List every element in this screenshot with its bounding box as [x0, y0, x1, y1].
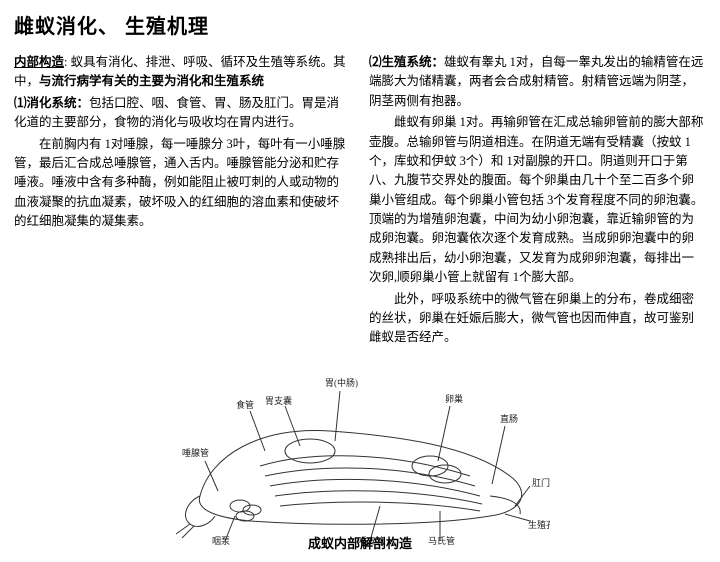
- columns: 内部构造: 蚁具有消化、排泄、呼吸、循环及生殖等系统。其中，与流行病学有关的主要…: [14, 53, 706, 350]
- para-saliva: 在前胸内有 1对唾腺，每一唾腺分 3叶，每叶有一小唾腺管，最后汇合成总唾腺管，通…: [14, 135, 351, 232]
- label-pharynx: 咽泵: [212, 536, 230, 546]
- label-rectum: 直肠: [500, 413, 518, 424]
- label-malpighian: 马氏管: [428, 535, 455, 546]
- diagram-container: 胃(中肠) 胃支囊 卵巢 直肠 肛门 生殖孔 马氏管 唾支管 咽泵 唾腺管 食管…: [14, 356, 706, 552]
- label-ovary: 卵巢: [445, 393, 463, 404]
- digest-heading: ⑴消化系统：: [14, 96, 89, 110]
- label-crop: 胃支囊: [265, 395, 292, 406]
- page-title: 雌蚁消化、 生殖机理: [14, 10, 706, 39]
- right-column: ⑵生殖系统：雄蚁有睾丸 1对，自每一睾丸发出的输精管在远端膨大为储精囊，两者会合…: [369, 53, 706, 350]
- page-root: 雌蚁消化、 生殖机理 内部构造: 蚁具有消化、排泄、呼吸、循环及生殖等系统。其中…: [0, 0, 720, 562]
- para-breath: 此外，呼吸系统中的微气管在卵巢上的分布，卷成细密的丝状，卵巢在妊娠后膨大，微气管…: [369, 290, 706, 348]
- label-stomach: 胃(中肠): [325, 377, 358, 388]
- repro-heading: ⑵生殖系统：: [369, 55, 444, 69]
- intro-head: 内部构造: [14, 55, 64, 69]
- left-column: 内部构造: 蚁具有消化、排泄、呼吸、循环及生殖等系统。其中，与流行病学有关的主要…: [14, 53, 351, 350]
- para-repro-head: ⑵生殖系统：雄蚁有睾丸 1对，自每一睾丸发出的输精管在远端膨大为储精囊，两者会合…: [369, 53, 706, 111]
- label-salduct: 唾腺管: [182, 447, 209, 458]
- label-esoph: 食管: [236, 399, 254, 410]
- diagram-caption: 成蚁内部解剖构造: [14, 533, 706, 552]
- para-female: 雌蚁有卵巢 1对。再输卵管在汇成总输卵管前的膨大部称壶腹。总输卵管与阴道相连。在…: [369, 113, 706, 287]
- para-intro: 内部构造: 蚁具有消化、排泄、呼吸、循环及生殖等系统。其中，与流行病学有关的主要…: [14, 53, 351, 92]
- label-genpore: 生殖孔: [528, 519, 550, 530]
- anatomy-diagram: 胃(中肠) 胃支囊 卵巢 直肠 肛门 生殖孔 马氏管 唾支管 咽泵 唾腺管 食管: [170, 356, 550, 546]
- para-digest-head: ⑴消化系统：包括口腔、咽、食管、胃、肠及肛门。胃是消化道的主要部分，食物的消化与…: [14, 94, 351, 133]
- label-anus: 肛门: [532, 477, 550, 488]
- intro-emph: 与流行病学有关的主要为消化和生殖系统: [39, 74, 264, 88]
